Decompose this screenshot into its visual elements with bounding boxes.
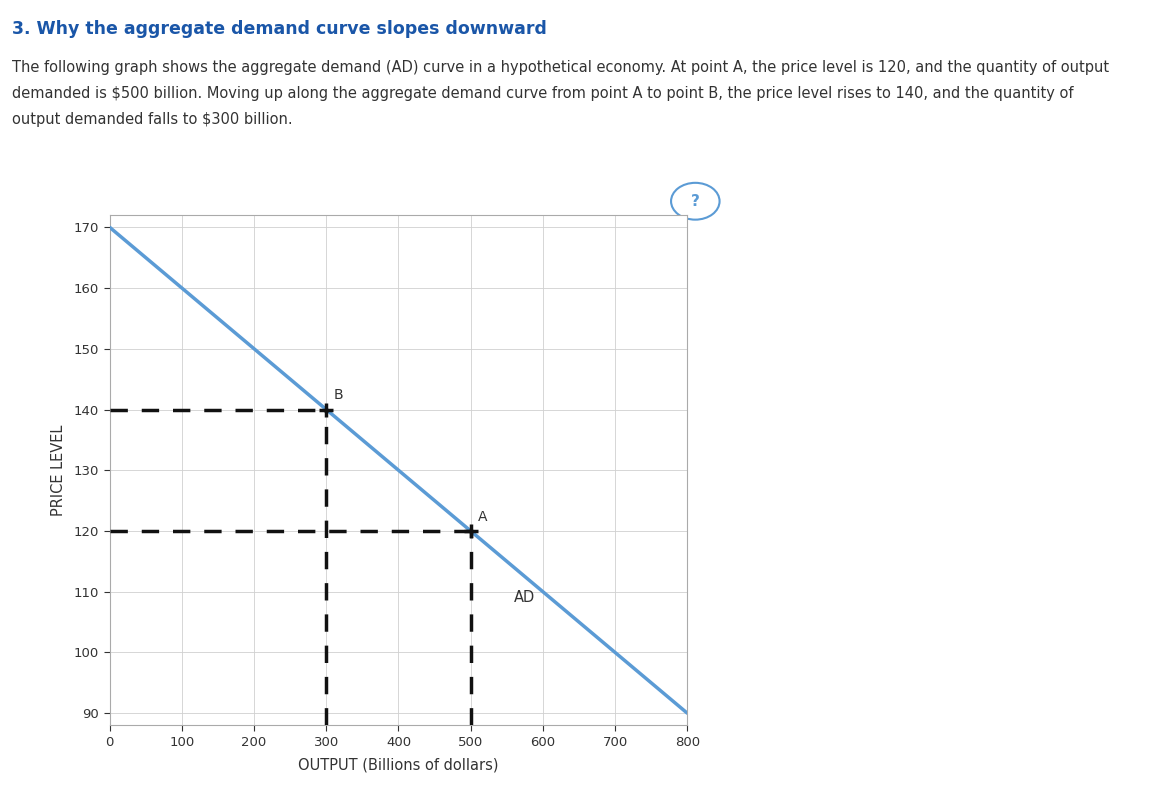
Text: ?: ? xyxy=(691,194,700,209)
Text: 3. Why the aggregate demand curve slopes downward: 3. Why the aggregate demand curve slopes… xyxy=(12,20,546,38)
X-axis label: OUTPUT (Billions of dollars): OUTPUT (Billions of dollars) xyxy=(298,757,499,772)
Text: The following graph shows the aggregate demand (AD) curve in a hypothetical econ: The following graph shows the aggregate … xyxy=(12,60,1109,75)
Text: A: A xyxy=(478,509,487,524)
Circle shape xyxy=(671,183,720,220)
Text: demanded is $500 billion. Moving up along the aggregate demand curve from point : demanded is $500 billion. Moving up alon… xyxy=(12,86,1073,101)
Text: output demanded falls to $300 billion.: output demanded falls to $300 billion. xyxy=(12,112,292,128)
Y-axis label: PRICE LEVEL: PRICE LEVEL xyxy=(51,425,66,516)
Text: B: B xyxy=(334,388,343,402)
Text: AD: AD xyxy=(514,591,535,605)
